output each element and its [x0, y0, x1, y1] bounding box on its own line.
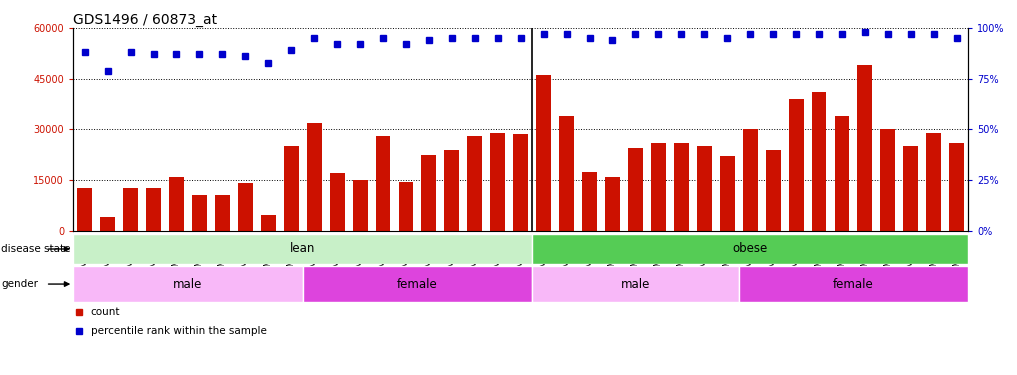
Bar	[903, 146, 918, 231]
Bar	[627, 148, 643, 231]
Bar	[949, 143, 964, 231]
Text: male: male	[620, 278, 650, 291]
Bar	[720, 156, 734, 231]
Bar	[812, 92, 827, 231]
Bar	[559, 116, 574, 231]
Bar	[514, 135, 528, 231]
Text: obese: obese	[732, 243, 768, 255]
Bar	[260, 215, 276, 231]
Bar	[303, 266, 532, 302]
Bar	[73, 266, 303, 302]
Bar	[192, 195, 206, 231]
Bar	[788, 99, 803, 231]
Bar	[651, 143, 666, 231]
Text: GDS1496 / 60873_at: GDS1496 / 60873_at	[73, 13, 218, 27]
Bar	[307, 123, 321, 231]
Text: gender: gender	[1, 279, 38, 289]
Bar	[490, 133, 505, 231]
Bar	[742, 129, 758, 231]
Bar	[375, 136, 391, 231]
Text: percentile rank within the sample: percentile rank within the sample	[91, 326, 266, 336]
Bar	[399, 182, 414, 231]
Text: male: male	[173, 278, 202, 291]
Bar	[444, 150, 460, 231]
Bar	[215, 195, 230, 231]
Bar	[146, 188, 161, 231]
Bar	[421, 154, 436, 231]
Bar	[532, 266, 738, 302]
Text: female: female	[833, 278, 874, 291]
Bar	[353, 180, 367, 231]
Text: lean: lean	[290, 243, 315, 255]
Bar	[674, 143, 689, 231]
Bar	[284, 146, 299, 231]
Bar	[766, 150, 781, 231]
Bar	[169, 177, 184, 231]
Bar	[532, 234, 968, 264]
Bar	[123, 188, 138, 231]
Bar	[77, 188, 93, 231]
Bar	[330, 173, 345, 231]
Text: female: female	[397, 278, 437, 291]
Bar	[238, 183, 253, 231]
Bar	[73, 234, 532, 264]
Bar	[926, 133, 941, 231]
Bar	[835, 116, 849, 231]
Bar	[697, 146, 712, 231]
Text: count: count	[91, 308, 120, 317]
Bar	[605, 177, 620, 231]
Text: disease state: disease state	[1, 244, 70, 254]
Bar	[582, 172, 597, 231]
Bar	[101, 217, 115, 231]
Bar	[857, 65, 873, 231]
Bar	[536, 75, 551, 231]
Bar	[738, 266, 968, 302]
Bar	[881, 129, 895, 231]
Bar	[468, 136, 482, 231]
